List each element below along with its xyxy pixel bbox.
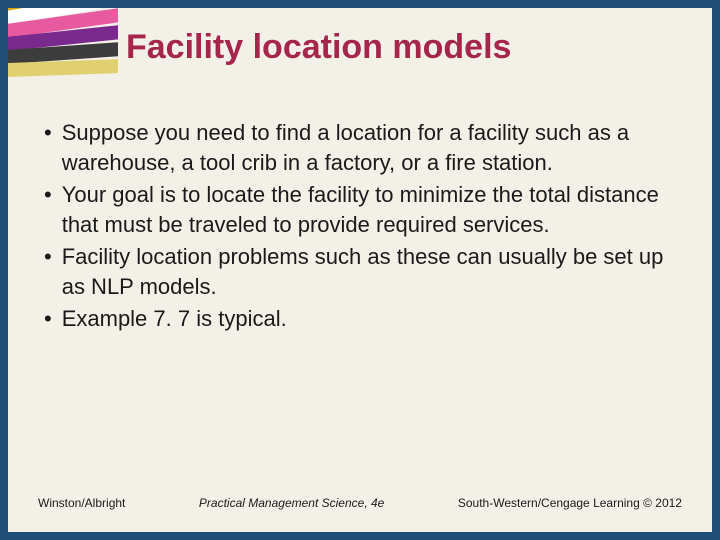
list-item: • Facility location problems such as the… [38, 242, 682, 302]
slide-body: Facility location models • Suppose you n… [8, 8, 712, 532]
footer-copyright: South-Western/Cengage Learning © 2012 [458, 496, 682, 510]
footer-book-title: Practical Management Science, 4e [199, 496, 384, 510]
slide-title: Facility location models [126, 28, 511, 67]
bullet-list: • Suppose you need to find a location fo… [38, 118, 682, 336]
bullet-icon: • [44, 304, 52, 334]
list-item: • Your goal is to locate the facility to… [38, 180, 682, 240]
corner-decoration [8, 8, 118, 78]
list-item: • Suppose you need to find a location fo… [38, 118, 682, 178]
slide-border: Facility location models • Suppose you n… [0, 0, 720, 540]
footer: Winston/Albright Practical Management Sc… [38, 496, 682, 510]
bullet-text: Example 7. 7 is typical. [62, 304, 682, 334]
bullet-icon: • [44, 118, 52, 148]
bullet-icon: • [44, 242, 52, 272]
bullet-text: Suppose you need to find a location for … [62, 118, 682, 178]
footer-authors: Winston/Albright [38, 496, 125, 510]
bullet-text: Your goal is to locate the facility to m… [62, 180, 682, 240]
list-item: • Example 7. 7 is typical. [38, 304, 682, 334]
bullet-icon: • [44, 180, 52, 210]
bullet-text: Facility location problems such as these… [62, 242, 682, 302]
